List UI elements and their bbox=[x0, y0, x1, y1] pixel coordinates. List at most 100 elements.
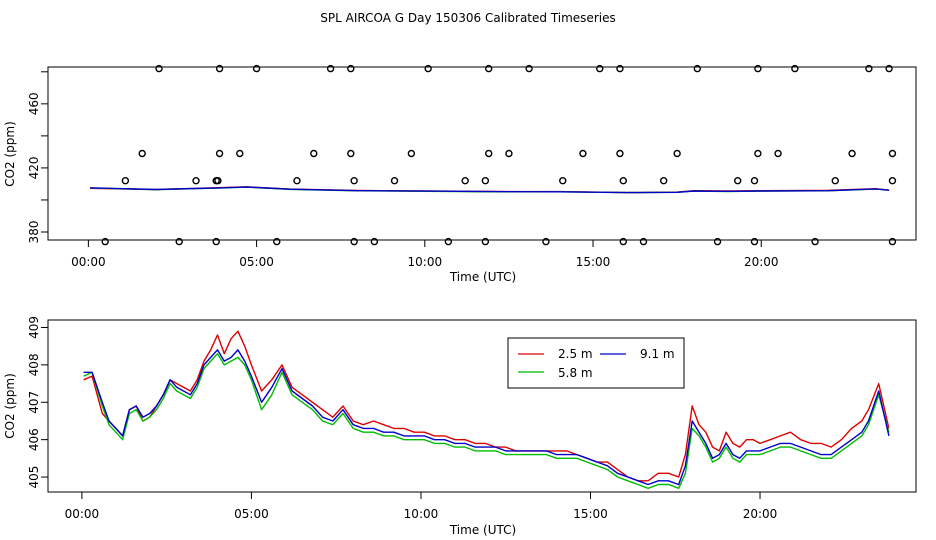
top-scatter-point bbox=[888, 149, 897, 158]
top-scatter-point bbox=[252, 64, 261, 73]
bottom-y-tick-label: 409 bbox=[27, 316, 41, 339]
top-scatter-point bbox=[754, 64, 762, 73]
bottom-y-tick-label: 407 bbox=[27, 391, 41, 414]
top-series-lines bbox=[90, 186, 890, 194]
top-scatter-point bbox=[754, 149, 762, 158]
bottom-x-tick-label: 15:00 bbox=[573, 507, 608, 521]
top-scatter-point bbox=[485, 64, 493, 73]
top-scatter-point bbox=[350, 237, 358, 246]
bottom-y-tick-label: 408 bbox=[27, 353, 41, 376]
top-scatter-point bbox=[350, 177, 358, 185]
top-scatter-point bbox=[673, 149, 681, 158]
top-scatter-point bbox=[347, 64, 355, 73]
legend-label-5-8m: 5.8 m bbox=[558, 366, 593, 380]
top-scatter-point bbox=[791, 64, 799, 73]
top-y-tick-label: 420 bbox=[27, 156, 41, 179]
bottom-x-tick-label: 05:00 bbox=[234, 507, 269, 521]
top-x-axis: 00:00 05:00 10:00 15:00 20:00 bbox=[71, 240, 779, 269]
top-scatter-point bbox=[885, 64, 893, 73]
top-scatter-point bbox=[407, 149, 416, 158]
top-panel: 00:00 05:00 10:00 15:00 20:00 380 420 460 Time… bbox=[3, 64, 917, 284]
bottom-series-line-2-5-m bbox=[83, 330, 890, 482]
top-scatter-point bbox=[733, 177, 742, 185]
top-y-axis: 380 420 460 bbox=[27, 71, 48, 244]
bottom-x-axis-label: Time (UTC) bbox=[449, 523, 516, 537]
top-scatter-point bbox=[888, 237, 897, 246]
top-scatter-point bbox=[175, 237, 183, 246]
top-scatter-point bbox=[639, 237, 648, 246]
chart-title: SPL AIRCOA G Day 150306 Calibrated Times… bbox=[320, 11, 615, 25]
top-scatter-point bbox=[214, 177, 222, 185]
bottom-series-line-5-8-m bbox=[83, 353, 890, 489]
top-y-axis-label: CO2 (ppm) bbox=[3, 121, 17, 187]
top-x-axis-label: Time (UTC) bbox=[449, 270, 516, 284]
top-scatter-point bbox=[192, 177, 200, 185]
legend-label-2-5m: 2.5 m bbox=[558, 347, 593, 361]
top-scatter-points bbox=[101, 64, 897, 246]
top-x-tick-label: 20:00 bbox=[744, 255, 779, 269]
bottom-plot-frame bbox=[47, 319, 917, 493]
top-scatter-point bbox=[215, 64, 224, 73]
top-scatter-point bbox=[774, 149, 782, 158]
top-scatter-point bbox=[865, 64, 873, 73]
top-scatter-point bbox=[236, 149, 244, 158]
top-scatter-point bbox=[619, 177, 628, 185]
top-scatter-point bbox=[693, 64, 702, 73]
top-scatter-point bbox=[579, 149, 587, 158]
top-scatter-point bbox=[888, 177, 897, 185]
top-scatter-point bbox=[811, 237, 819, 246]
top-scatter-point bbox=[505, 149, 513, 158]
top-scatter-point bbox=[461, 177, 469, 185]
top-scatter-point bbox=[525, 64, 533, 73]
top-x-tick-label: 05:00 bbox=[239, 255, 274, 269]
top-scatter-point bbox=[138, 149, 146, 158]
top-scatter-point bbox=[619, 237, 628, 246]
top-y-tick-label: 380 bbox=[27, 221, 41, 244]
bottom-x-tick-label: 20:00 bbox=[743, 507, 778, 521]
top-y-tick-label: 460 bbox=[27, 92, 41, 115]
top-scatter-point bbox=[215, 149, 224, 158]
top-scatter-point bbox=[542, 237, 550, 246]
top-scatter-point bbox=[596, 64, 604, 73]
top-plot-frame bbox=[47, 66, 917, 241]
bottom-x-axis: 00:00 05:00 10:00 15:00 20:00 bbox=[65, 492, 778, 521]
top-scatter-point bbox=[481, 237, 490, 246]
top-scatter-point bbox=[121, 177, 130, 185]
top-scatter-point bbox=[326, 64, 335, 73]
top-scatter-point bbox=[848, 149, 856, 158]
top-scatter-point bbox=[310, 149, 318, 158]
top-scatter-point bbox=[212, 237, 220, 246]
top-scatter-point bbox=[616, 149, 624, 158]
top-x-tick-label: 00:00 bbox=[71, 255, 106, 269]
top-scatter-point bbox=[831, 177, 839, 185]
top-series-line-9-1-m bbox=[90, 186, 890, 194]
bottom-panel: 00:00 05:00 10:00 15:00 20:00 40540640740840… bbox=[3, 316, 917, 537]
top-scatter-point bbox=[424, 64, 432, 73]
bottom-y-axis-label: CO2 (ppm) bbox=[3, 373, 17, 439]
bottom-y-tick-label: 405 bbox=[27, 466, 41, 489]
top-scatter-point bbox=[444, 237, 453, 246]
top-scatter-point bbox=[750, 177, 759, 185]
legend: 2.5 m 5.8 m 9.1 m bbox=[507, 337, 685, 389]
legend-box bbox=[507, 337, 685, 389]
top-scatter-point bbox=[485, 149, 493, 158]
top-scatter-point bbox=[101, 237, 109, 246]
top-scatter-point bbox=[659, 177, 668, 185]
top-scatter-point bbox=[347, 149, 355, 158]
top-x-tick-label: 15:00 bbox=[576, 255, 611, 269]
top-scatter-point bbox=[616, 64, 624, 73]
bottom-series-lines bbox=[83, 330, 890, 489]
top-scatter-point bbox=[481, 177, 490, 185]
top-x-tick-label: 10:00 bbox=[408, 255, 443, 269]
bottom-x-tick-label: 10:00 bbox=[404, 507, 439, 521]
top-scatter-point bbox=[370, 237, 379, 246]
top-scatter-point bbox=[155, 64, 163, 73]
top-scatter-point bbox=[559, 177, 567, 185]
bottom-y-axis: 405 406 407 408 409 bbox=[27, 316, 48, 488]
bottom-series-line-9-1-m bbox=[83, 349, 890, 486]
top-scatter-point bbox=[713, 237, 722, 246]
legend-label-9-1m: 9.1 m bbox=[640, 347, 675, 361]
top-scatter-point bbox=[390, 177, 399, 185]
top-scatter-point bbox=[293, 177, 301, 185]
